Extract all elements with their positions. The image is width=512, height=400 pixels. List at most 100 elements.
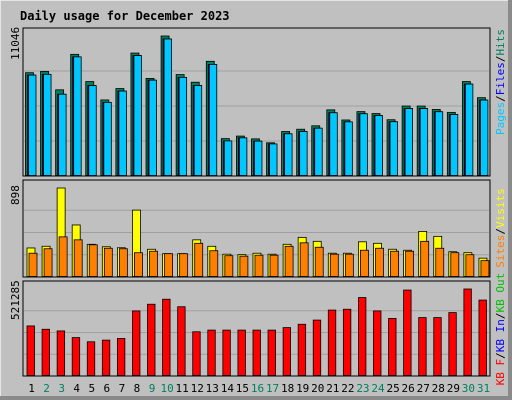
x-tick-label: 25 (386, 382, 399, 395)
bar-pages (148, 79, 157, 176)
bar-sites (450, 252, 460, 277)
legend-item: Pages (494, 102, 507, 135)
bar-sites (58, 236, 68, 277)
bar-pages (344, 121, 353, 176)
x-tick-label: 16 (251, 382, 264, 395)
x-tick-label: 4 (73, 382, 80, 395)
bar-sites (375, 247, 384, 277)
legend-middle: Sites/Visits (494, 188, 507, 268)
x-tick-label: 19 (296, 382, 309, 395)
bar-kb (267, 329, 276, 376)
bar-kb (373, 310, 382, 376)
bar-pages (178, 76, 188, 176)
legend-item: KB In (494, 319, 507, 352)
bar-kb (342, 308, 352, 376)
bar-sites (28, 252, 38, 277)
x-tick-label: 9 (149, 382, 156, 395)
x-tick-label: 28 (432, 382, 445, 395)
x-tick-label: 14 (221, 382, 235, 395)
y-axis-bottom-label: 521285 (9, 280, 22, 320)
bar-pages (28, 74, 37, 176)
bar-sites (405, 250, 415, 277)
x-tick-label: 31 (477, 382, 490, 395)
bar-kb (71, 337, 81, 376)
legend-item: Visits (494, 188, 507, 228)
x-axis-day-labels: 1 2 3 4 5 6 7 8 9 10 11 12 13 14 15 16 17 18 19 20 21 22 23 24 2… (28, 382, 490, 395)
bar-kb (297, 323, 307, 376)
bar-pages (389, 121, 398, 176)
bar-pages (103, 101, 112, 176)
bar-sites (465, 254, 475, 277)
bar-pages (404, 108, 414, 176)
x-tick-label: 20 (311, 382, 324, 395)
x-tick-label: 2 (43, 382, 50, 395)
bar-pages (434, 111, 444, 176)
legend-bottom-text: KB F/KB In/KB Out (494, 273, 507, 386)
x-tick-label: 3 (58, 382, 65, 395)
bar-pages (223, 140, 233, 176)
x-tick-label: 7 (119, 382, 126, 395)
bar-kb (132, 310, 141, 376)
legend-item: Files (494, 62, 507, 95)
bar-pages (88, 85, 97, 176)
legend-top: Pages/Files/Hits (494, 29, 507, 135)
legend-separator: / (494, 312, 507, 319)
bar-kb (403, 289, 412, 376)
bar-sites (360, 249, 369, 277)
legend-item: KB Out (494, 273, 507, 313)
panel-visits-sites (22, 179, 491, 278)
panel-hits-files-pages (22, 27, 491, 177)
bar-kb (222, 329, 231, 376)
x-tick-label: 15 (236, 382, 249, 395)
x-tick-label: 11 (176, 382, 189, 395)
bar-sites (88, 244, 98, 277)
bar-sites (299, 242, 309, 277)
bar-kb (252, 329, 261, 376)
bar-pages (314, 127, 323, 176)
panel-kb (22, 280, 491, 377)
bar-kb (177, 306, 186, 376)
bar-pages (449, 114, 459, 176)
bar-kb (26, 325, 35, 376)
legend-item: Hits (494, 29, 507, 56)
y-axis-top-label: 11046 (9, 27, 22, 60)
bar-kb (147, 303, 156, 376)
bar-sites (254, 254, 264, 277)
bar-kb (86, 341, 96, 376)
legend-separator: / (494, 352, 507, 359)
bar-pages (73, 56, 82, 176)
bar-pages (239, 137, 248, 176)
x-tick-label: 8 (134, 382, 141, 395)
bar-sites (314, 246, 324, 277)
x-tick-label: 6 (104, 382, 111, 395)
bar-kb (358, 297, 367, 376)
bar-kb (463, 288, 472, 376)
bar-pages (118, 90, 127, 176)
bar-pages (43, 73, 52, 176)
bar-kb (327, 309, 337, 376)
bar-pages (193, 85, 203, 176)
bar-sites (73, 239, 83, 277)
bar-kb (192, 331, 201, 376)
y-axis-middle-label: 898 (9, 185, 22, 205)
x-tick-label: 24 (371, 382, 385, 395)
bar-kb (388, 318, 397, 376)
bar-sites (164, 253, 173, 277)
legend-item: Sites (494, 235, 507, 268)
chart-title: Daily usage for December 2023 (20, 9, 230, 23)
bar-sites (435, 247, 445, 277)
bar-pages (133, 55, 142, 176)
legend-bottom: KB F/KB In/KB Out (494, 273, 507, 386)
bar-kb (418, 317, 427, 376)
bar-sites (420, 240, 430, 277)
bar-kb (237, 329, 246, 376)
bar-sites (118, 248, 128, 277)
bar-pages (374, 115, 383, 176)
x-tick-label: 23 (356, 382, 369, 395)
bar-kb (312, 319, 322, 376)
bar-kb (433, 317, 442, 376)
legend-separator: / (494, 228, 507, 235)
x-tick-label: 1 (28, 382, 35, 395)
bar-sites (209, 250, 219, 277)
